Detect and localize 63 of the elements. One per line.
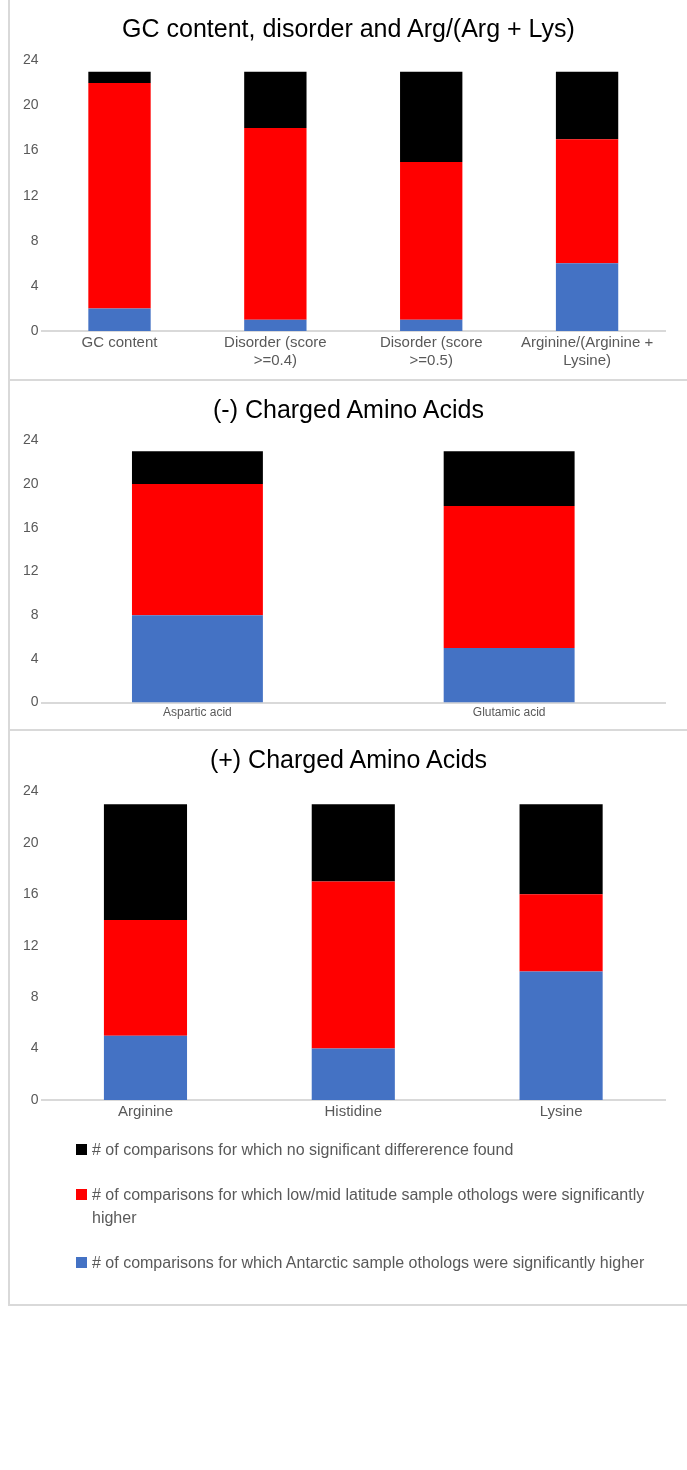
legend-label: # of comparisons for which Antarctic sample othologs were significantly higher <box>92 1253 645 1274</box>
y-tick-label: 12 <box>22 562 39 579</box>
bar <box>131 451 263 485</box>
y-tick-label: 0 <box>30 321 39 338</box>
chart-title: (-) Charged Amino Acids <box>212 393 485 425</box>
x-tick-label: GC content <box>81 332 159 350</box>
x-tick-label: Arginine <box>117 1101 173 1119</box>
bar <box>311 1048 395 1100</box>
x-tick-label: Glutamic acid <box>472 705 546 720</box>
x-tick-label: Disorder (score >=0.4) <box>224 332 327 368</box>
y-tick-label: 20 <box>22 474 39 491</box>
x-tick-label: Arginine/(Arginine + Lysine) <box>520 332 654 368</box>
bar <box>519 970 603 1100</box>
bar <box>555 262 619 331</box>
y-tick-label: 24 <box>22 431 39 448</box>
bar <box>443 647 575 703</box>
bar <box>519 803 603 894</box>
y-tick-label: 16 <box>22 518 39 535</box>
chart-title: GC content, disorder and Arg/(Arg + Lys) <box>121 13 576 44</box>
y-tick-label: 20 <box>22 95 39 112</box>
bar <box>443 451 575 506</box>
bar <box>400 71 463 162</box>
bar <box>555 138 619 263</box>
bar <box>519 893 603 971</box>
bar <box>88 71 151 83</box>
y-tick-label: 8 <box>30 231 39 248</box>
bar <box>443 505 575 648</box>
y-tick-label: 16 <box>22 884 39 901</box>
chart-title: (+) Charged Amino Acids <box>208 744 489 775</box>
y-tick-label: 16 <box>22 140 39 157</box>
legend-label: # of comparisons for which no significant differerence found <box>92 1139 514 1160</box>
y-tick-label: 20 <box>22 833 39 850</box>
y-tick-label: 0 <box>30 693 39 710</box>
y-tick-label: 4 <box>30 1038 39 1055</box>
y-tick-label: 4 <box>30 276 39 293</box>
bar <box>244 71 307 128</box>
bar <box>131 484 263 616</box>
bar <box>103 803 188 920</box>
y-tick-label: 8 <box>30 606 39 623</box>
bar <box>103 1035 188 1100</box>
bar <box>88 307 151 331</box>
x-tick-label: Aspartic acid <box>163 705 232 720</box>
y-tick-label: 24 <box>22 50 39 67</box>
y-tick-label: 0 <box>30 1090 39 1107</box>
bar <box>88 82 151 308</box>
bar <box>311 803 395 881</box>
y-tick-label: 8 <box>30 987 39 1004</box>
y-tick-label: 4 <box>30 649 39 666</box>
bar <box>400 161 463 320</box>
legend-label: # of comparisons for which low/mid latitude sample othologs were significantly higher <box>92 1184 646 1228</box>
bar <box>103 919 188 1036</box>
bar <box>555 71 619 139</box>
x-tick-label: Histidine <box>324 1101 383 1119</box>
y-tick-label: 12 <box>22 186 39 203</box>
bar <box>131 615 263 703</box>
x-tick-label: Lysine <box>539 1101 583 1119</box>
bar <box>311 880 395 1049</box>
bar <box>244 319 307 331</box>
bar <box>400 319 463 331</box>
bar <box>244 127 307 320</box>
y-tick-label: 12 <box>22 936 39 953</box>
y-tick-label: 24 <box>22 781 39 798</box>
x-tick-label: Disorder (score >=0.5) <box>379 332 483 368</box>
